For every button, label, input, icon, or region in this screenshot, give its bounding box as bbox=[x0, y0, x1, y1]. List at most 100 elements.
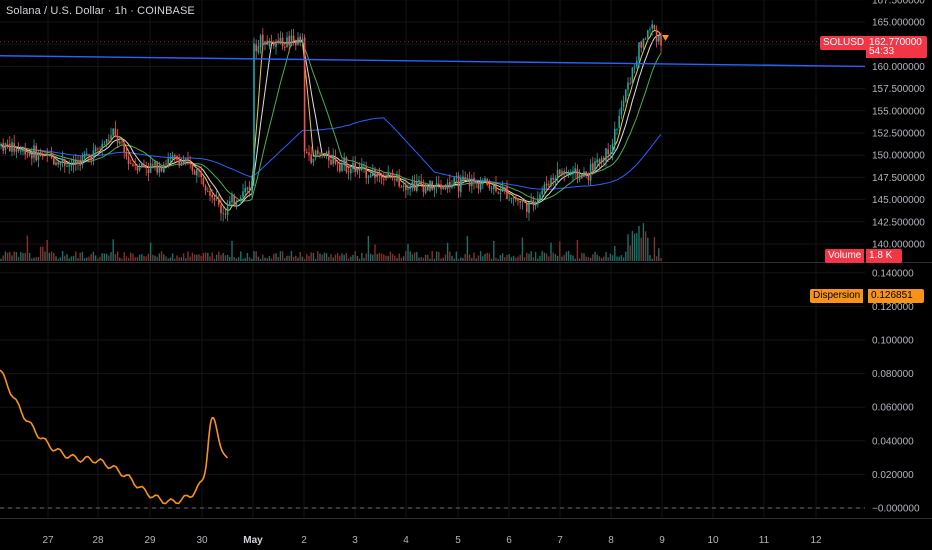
volume-bar bbox=[493, 240, 495, 261]
volume-bar bbox=[526, 252, 528, 261]
candle-body bbox=[209, 190, 211, 196]
volume-bar bbox=[378, 252, 381, 261]
volume-bar bbox=[490, 258, 493, 261]
dispersion-axis-label: 0.120000 bbox=[872, 302, 914, 313]
candle-body bbox=[141, 163, 143, 168]
volume-bar bbox=[198, 254, 200, 261]
candle-body bbox=[618, 115, 620, 128]
volume-bar bbox=[152, 254, 154, 261]
candle-body bbox=[279, 37, 282, 44]
candle-body bbox=[11, 142, 13, 152]
candle-body bbox=[486, 178, 488, 185]
volume-bar bbox=[79, 252, 81, 261]
volume-bar bbox=[567, 251, 570, 261]
volume-bar bbox=[519, 254, 521, 261]
volume-bar bbox=[90, 253, 92, 261]
candle-body bbox=[341, 163, 343, 171]
volume-bar bbox=[609, 253, 612, 261]
volume-bar bbox=[341, 253, 343, 261]
candle-body bbox=[541, 190, 543, 195]
candle-body bbox=[512, 197, 515, 199]
volume-bar bbox=[226, 254, 229, 261]
volume-bar bbox=[251, 258, 253, 261]
volume-bar bbox=[145, 256, 147, 261]
volume-bar bbox=[578, 258, 581, 261]
candle-body bbox=[556, 169, 559, 180]
candle-body bbox=[594, 161, 596, 171]
volume-bar bbox=[559, 241, 561, 261]
candle-body bbox=[413, 181, 416, 191]
candle-body bbox=[394, 179, 396, 180]
volume-bar bbox=[268, 256, 271, 261]
volume-bar bbox=[418, 257, 420, 261]
candle-body bbox=[376, 173, 378, 178]
candle-body bbox=[389, 173, 392, 175]
volume-bar bbox=[220, 255, 222, 261]
volume-bar bbox=[33, 257, 35, 261]
candle-body bbox=[365, 166, 367, 179]
volume-bar bbox=[530, 251, 532, 261]
candle-body bbox=[407, 188, 409, 190]
candle-body bbox=[176, 155, 178, 160]
volume-bar bbox=[13, 251, 15, 261]
candle-body bbox=[499, 192, 502, 194]
volume-bar bbox=[292, 256, 295, 261]
volume-bar bbox=[345, 252, 348, 261]
volume-bar bbox=[532, 257, 535, 261]
volume-bar bbox=[68, 258, 70, 261]
volume-bar bbox=[39, 246, 42, 261]
candle-body bbox=[163, 164, 165, 173]
volume-bar bbox=[589, 257, 592, 261]
volume-bar bbox=[299, 251, 301, 261]
candle-body bbox=[193, 170, 196, 175]
volume-bar bbox=[640, 237, 642, 261]
volume-bar bbox=[28, 252, 31, 261]
candle-body bbox=[92, 150, 95, 161]
candle-body bbox=[110, 135, 112, 140]
candle-body bbox=[174, 154, 176, 157]
volume-bar bbox=[165, 256, 167, 261]
volume-bar bbox=[387, 255, 389, 261]
volume-bar bbox=[77, 258, 79, 261]
volume-bar bbox=[603, 256, 605, 261]
volume-bar bbox=[189, 256, 191, 261]
ema-slow-line bbox=[0, 41, 662, 202]
volume-bar bbox=[187, 251, 189, 261]
candle-body bbox=[427, 185, 429, 191]
volume-bar bbox=[332, 257, 334, 261]
volume-bar bbox=[385, 255, 387, 261]
candle-body bbox=[424, 184, 427, 194]
candle-body bbox=[108, 139, 110, 141]
candle-body bbox=[561, 171, 563, 175]
volume-bar bbox=[339, 255, 341, 261]
volume-bar bbox=[163, 254, 165, 261]
volume-bar bbox=[174, 258, 176, 261]
candle-body bbox=[229, 201, 231, 207]
candle-body bbox=[204, 185, 207, 191]
volume-bar bbox=[446, 242, 449, 261]
candle-body bbox=[411, 181, 414, 187]
volume-bar bbox=[123, 252, 125, 261]
volume-bar bbox=[451, 255, 453, 261]
candle-body bbox=[77, 161, 79, 164]
dispersion-label-tag: Dispersion bbox=[810, 289, 864, 303]
time-axis-label: 27 bbox=[42, 535, 54, 546]
volume-bar bbox=[81, 251, 84, 261]
volume-bar bbox=[334, 254, 337, 261]
candle-body bbox=[334, 156, 337, 164]
candle-body bbox=[455, 176, 458, 178]
volume-bar bbox=[644, 231, 647, 261]
volume-bar bbox=[572, 255, 574, 261]
volume-bar bbox=[200, 255, 202, 261]
volume-bar bbox=[2, 255, 4, 261]
volume-bar bbox=[233, 257, 235, 261]
candle-body bbox=[385, 178, 387, 180]
volume-bar bbox=[464, 254, 466, 261]
volume-bar bbox=[262, 254, 264, 261]
volume-bar bbox=[156, 256, 158, 261]
volume-bar bbox=[614, 246, 616, 261]
volume-bar bbox=[616, 256, 618, 261]
price-axis-label: 140.000000 bbox=[872, 240, 925, 251]
candle-body bbox=[297, 37, 299, 45]
